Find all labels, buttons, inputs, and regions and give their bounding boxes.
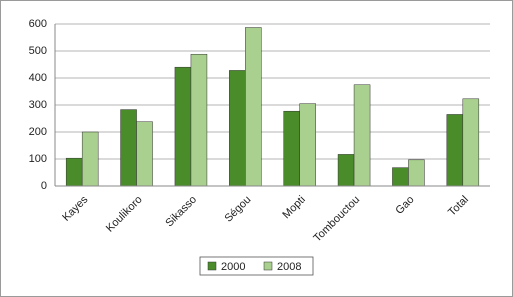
legend-label: 2008 bbox=[277, 261, 301, 273]
y-tick-label: 100 bbox=[29, 153, 47, 165]
y-tick-label: 300 bbox=[29, 99, 47, 111]
bar bbox=[283, 110, 300, 187]
bar bbox=[229, 70, 246, 187]
bar bbox=[353, 84, 371, 187]
y-tick-label: 400 bbox=[29, 72, 47, 84]
bar bbox=[81, 131, 99, 187]
bar bbox=[136, 121, 153, 187]
legend-label: 2000 bbox=[221, 261, 245, 273]
bar bbox=[120, 109, 137, 187]
bar bbox=[392, 167, 409, 187]
y-tick-label: 0 bbox=[41, 180, 47, 192]
bar bbox=[245, 27, 262, 187]
bar bbox=[446, 114, 464, 187]
bar bbox=[190, 53, 208, 187]
y-tick-label: 500 bbox=[29, 45, 47, 57]
y-tick-label: 200 bbox=[29, 126, 47, 138]
bar bbox=[462, 98, 480, 187]
bar bbox=[65, 157, 83, 187]
legend-swatch bbox=[263, 261, 273, 271]
bar bbox=[408, 159, 425, 187]
legend-swatch bbox=[207, 261, 217, 271]
bar bbox=[174, 66, 192, 187]
y-tick-label: 600 bbox=[29, 18, 47, 30]
bar bbox=[299, 103, 316, 187]
bar bbox=[337, 154, 355, 187]
legend-box bbox=[199, 256, 314, 276]
